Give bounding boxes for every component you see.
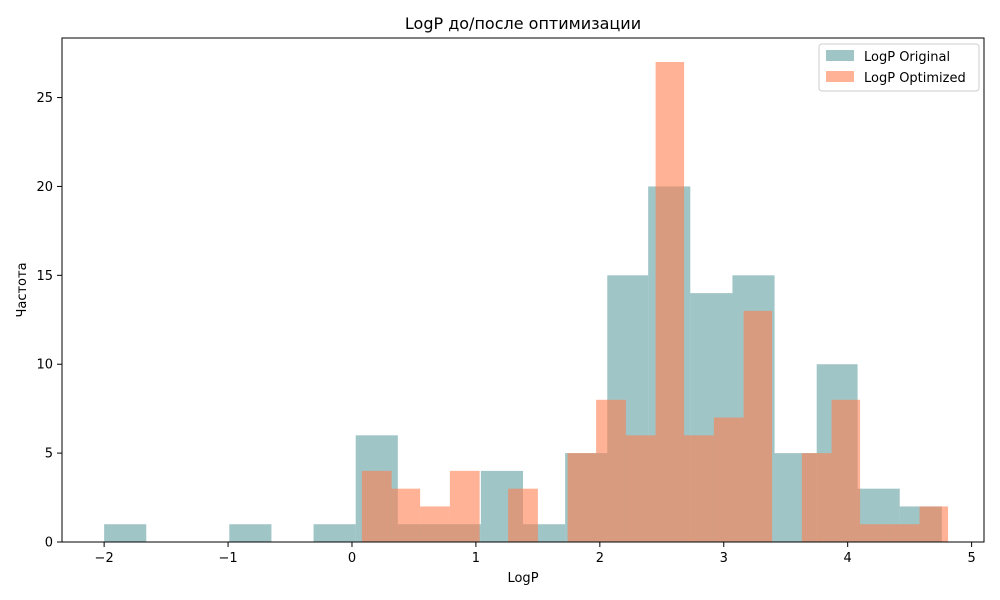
plot-frame bbox=[61, 37, 985, 543]
legend-label-original: LogP Original bbox=[864, 50, 950, 65]
bars-layer bbox=[104, 62, 949, 542]
bar-series-1-bin-3 bbox=[449, 470, 480, 542]
y-tick-label: 25 bbox=[36, 91, 53, 106]
bar-series-1-bin-0 bbox=[361, 470, 392, 542]
bar-series-1-bin-16 bbox=[831, 399, 861, 542]
x-axis-ticks: −2 −1 0 1 2 3 4 5 bbox=[95, 542, 976, 566]
bar-series-0-bin-5 bbox=[313, 524, 356, 542]
y-axis-ticks: 0 5 10 15 20 25 bbox=[36, 91, 62, 551]
x-tick-label: 4 bbox=[844, 551, 852, 566]
bar-series-0-bin-0 bbox=[104, 524, 147, 542]
bar-series-1-bin-11 bbox=[684, 435, 714, 542]
y-tick-label: 0 bbox=[45, 536, 53, 551]
y-tick-label: 20 bbox=[36, 180, 53, 195]
y-axis-label: Частота bbox=[15, 262, 30, 317]
bar-series-1-bin-15 bbox=[801, 453, 832, 542]
y-tick-label: 5 bbox=[45, 447, 53, 462]
legend-label-optimized: LogP Optimized bbox=[864, 71, 966, 86]
y-tick-label: 10 bbox=[36, 358, 53, 373]
bar-series-1-bin-12 bbox=[713, 417, 744, 542]
bar-series-1-bin-10 bbox=[655, 62, 685, 542]
x-tick-label: 1 bbox=[472, 551, 480, 566]
x-tick-label: 2 bbox=[596, 551, 604, 566]
x-tick-label: 5 bbox=[967, 551, 975, 566]
bar-series-1-bin-9 bbox=[625, 435, 656, 542]
bar-series-1-bin-2 bbox=[420, 506, 450, 542]
bar-series-1-bin-1 bbox=[391, 488, 421, 542]
bar-series-0-bin-3 bbox=[229, 524, 272, 542]
chart-title: LogP до/после оптимизации bbox=[405, 14, 641, 33]
bar-series-1-bin-7 bbox=[567, 453, 597, 542]
x-axis-label: LogP bbox=[507, 571, 538, 586]
bar-series-1-bin-17 bbox=[860, 524, 890, 542]
x-tick-label: 3 bbox=[720, 551, 728, 566]
x-tick-label: 0 bbox=[348, 551, 356, 566]
legend-swatch-original bbox=[826, 50, 854, 61]
x-tick-label: −1 bbox=[218, 551, 237, 566]
legend-frame bbox=[818, 43, 980, 92]
x-tick-label: −2 bbox=[95, 551, 114, 566]
bar-series-1-bin-5 bbox=[508, 488, 538, 542]
bar-series-1-bin-18 bbox=[889, 524, 920, 542]
bar-series-1-bin-13 bbox=[743, 310, 773, 542]
legend: LogP Original LogP Optimized bbox=[818, 43, 980, 92]
bar-series-1-bin-19 bbox=[919, 506, 949, 542]
bar-series-1-bin-8 bbox=[596, 399, 626, 542]
legend-swatch-optimized bbox=[826, 71, 854, 82]
y-tick-label: 15 bbox=[36, 269, 53, 284]
